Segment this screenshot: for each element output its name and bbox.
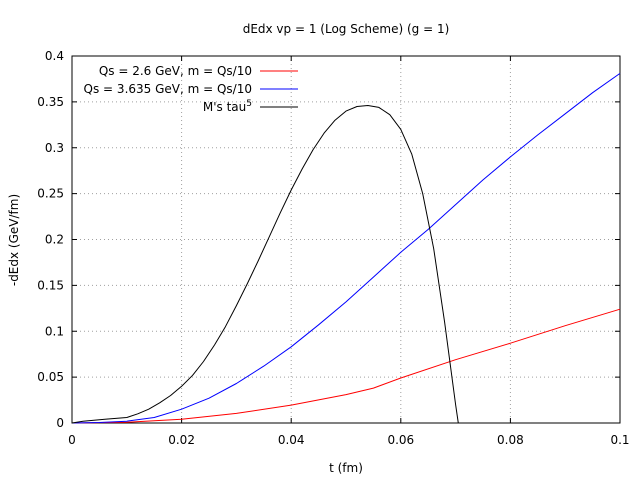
y-axis-label: -dEdx (GeV/fm) bbox=[7, 194, 21, 286]
legend-label: Qs = 2.6 GeV, m = Qs/10 bbox=[99, 64, 252, 78]
y-tick-label: 0.15 bbox=[37, 278, 64, 292]
x-axis-label: t (fm) bbox=[329, 461, 363, 475]
legend-superscript: 5 bbox=[246, 99, 252, 109]
legend-label: Qs = 3.635 GeV, m = Qs/10 bbox=[84, 82, 252, 96]
x-tick-label: 0.04 bbox=[278, 433, 305, 447]
chart-title: dEdx vp = 1 (Log Scheme) (g = 1) bbox=[243, 22, 450, 36]
axis-ticks: 0 0.02 0.04 0.06 0.08 0.1 0 0.05 0.1 0.15 0.2 0.25 0… bbox=[37, 49, 629, 447]
y-tick-label: 0 bbox=[56, 416, 64, 430]
x-tick-label: 0 bbox=[68, 433, 76, 447]
series-line bbox=[71, 72, 621, 424]
x-tick-label: 0.02 bbox=[168, 433, 195, 447]
x-tick-label: 0.08 bbox=[497, 433, 524, 447]
y-tick-label: 0.05 bbox=[37, 370, 64, 384]
x-tick-label: 0.06 bbox=[387, 433, 414, 447]
y-tick-label: 0.3 bbox=[45, 141, 64, 155]
y-tick-label: 0.1 bbox=[45, 324, 64, 338]
y-tick-label: 0.35 bbox=[37, 95, 64, 109]
legend-label: M's tau5 bbox=[203, 99, 252, 114]
x-tick-label: 0.1 bbox=[610, 433, 629, 447]
y-tick-label: 0.2 bbox=[45, 233, 64, 247]
grid bbox=[72, 56, 620, 423]
series-layer bbox=[71, 72, 621, 424]
legend: Qs = 2.6 GeV, m = Qs/10 Qs = 3.635 GeV, m… bbox=[84, 64, 298, 114]
y-tick-label: 0.4 bbox=[45, 49, 64, 63]
series-line bbox=[71, 308, 621, 424]
y-tick-label: 0.25 bbox=[37, 187, 64, 201]
series-line bbox=[71, 105, 459, 424]
